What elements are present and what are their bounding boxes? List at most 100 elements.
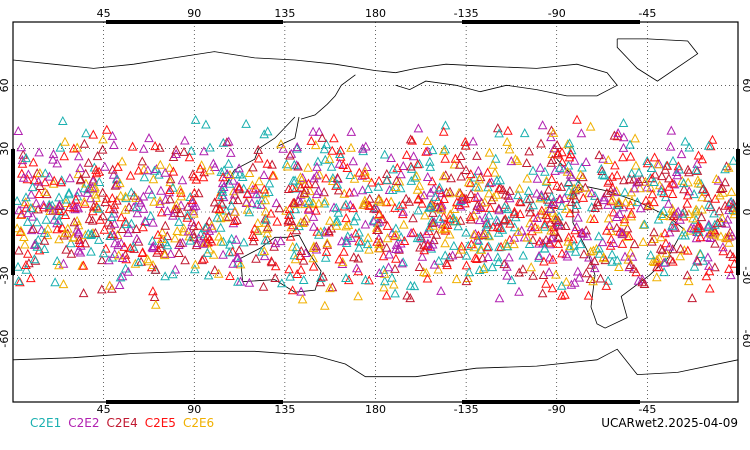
observation-marker xyxy=(60,136,70,146)
observation-marker xyxy=(408,213,418,223)
observation-marker xyxy=(710,238,720,248)
observation-marker xyxy=(225,270,235,280)
observation-marker xyxy=(425,161,436,171)
observation-marker xyxy=(131,192,141,202)
observation-marker xyxy=(201,119,211,129)
observation-marker xyxy=(196,160,207,170)
observation-marker xyxy=(346,232,357,242)
observation-marker xyxy=(396,169,406,179)
observation-marker xyxy=(69,217,80,227)
observation-marker xyxy=(509,239,519,249)
observation-marker xyxy=(512,155,523,165)
observation-marker xyxy=(722,214,733,224)
observation-marker xyxy=(588,245,599,255)
observation-marker xyxy=(436,188,447,198)
top-lon-tick-label: -135 xyxy=(454,7,479,20)
observation-marker xyxy=(469,242,480,252)
observation-marker xyxy=(174,216,184,226)
observation-marker xyxy=(98,211,108,221)
observation-marker xyxy=(360,275,371,285)
observation-marker xyxy=(82,187,93,197)
observation-marker xyxy=(391,223,401,233)
observation-marker xyxy=(541,278,551,288)
observation-marker xyxy=(405,134,416,144)
observation-marker xyxy=(652,159,663,169)
observation-marker xyxy=(514,196,525,206)
observation-marker xyxy=(577,162,587,172)
observation-marker xyxy=(700,186,711,196)
observation-marker xyxy=(682,245,693,255)
observation-marker xyxy=(422,273,433,283)
observation-marker xyxy=(667,220,677,230)
observation-marker xyxy=(568,190,579,200)
observation-marker xyxy=(324,153,335,163)
coastline-segment xyxy=(395,63,618,97)
observation-marker xyxy=(534,252,544,262)
observation-marker xyxy=(191,240,202,250)
observation-marker xyxy=(221,212,231,222)
observation-marker xyxy=(673,206,684,216)
observation-marker xyxy=(165,174,176,184)
observation-marker xyxy=(528,270,538,280)
observation-marker xyxy=(382,220,393,230)
observation-marker xyxy=(88,201,99,211)
observation-marker xyxy=(664,241,675,251)
observation-marker xyxy=(27,182,38,192)
observation-marker xyxy=(704,260,714,270)
observation-marker xyxy=(521,157,532,167)
observation-marker xyxy=(308,211,319,221)
observation-marker xyxy=(420,210,430,220)
observation-marker xyxy=(723,162,734,172)
observation-marker xyxy=(148,286,158,296)
observation-marker xyxy=(689,261,700,271)
observation-marker xyxy=(440,144,450,154)
observation-marker xyxy=(28,223,39,233)
observation-marker xyxy=(21,192,31,202)
observation-marker xyxy=(630,133,640,143)
observation-marker xyxy=(117,156,127,166)
observation-marker xyxy=(398,219,409,229)
observation-marker xyxy=(469,229,479,239)
observation-marker xyxy=(86,229,96,239)
observation-marker xyxy=(381,290,392,300)
observation-marker xyxy=(357,185,368,195)
observation-marker xyxy=(120,191,131,201)
observation-marker xyxy=(585,246,596,256)
observation-marker xyxy=(105,230,116,240)
observation-marker xyxy=(199,253,209,263)
observation-marker xyxy=(546,191,557,201)
observation-marker xyxy=(165,248,176,258)
observation-marker xyxy=(715,183,726,193)
observation-marker xyxy=(593,231,604,241)
observation-marker xyxy=(668,155,678,165)
observation-marker xyxy=(256,246,267,256)
observation-marker xyxy=(391,239,402,249)
observation-marker xyxy=(15,277,25,287)
observation-marker xyxy=(159,248,170,258)
observation-marker xyxy=(162,240,173,250)
observation-marker xyxy=(428,220,439,230)
observation-marker xyxy=(449,159,460,169)
observation-marker xyxy=(502,204,513,214)
observation-marker xyxy=(233,276,243,286)
observation-marker xyxy=(54,260,64,270)
observation-marker xyxy=(298,274,309,284)
observation-marker xyxy=(436,285,446,295)
observation-marker xyxy=(188,208,199,218)
observation-marker xyxy=(303,178,314,188)
observation-marker xyxy=(468,136,478,146)
observation-marker xyxy=(379,282,389,292)
observation-marker xyxy=(620,187,630,197)
observation-marker xyxy=(474,201,485,211)
observation-marker xyxy=(374,208,385,218)
observation-marker xyxy=(149,196,159,206)
observation-marker xyxy=(411,171,422,181)
observation-marker xyxy=(327,282,338,292)
observation-marker xyxy=(483,251,493,261)
observation-marker xyxy=(698,183,709,193)
observation-marker xyxy=(695,248,706,258)
observation-marker xyxy=(491,215,502,225)
observation-marker xyxy=(575,169,586,179)
observation-marker xyxy=(562,251,573,261)
observation-marker xyxy=(214,203,225,213)
